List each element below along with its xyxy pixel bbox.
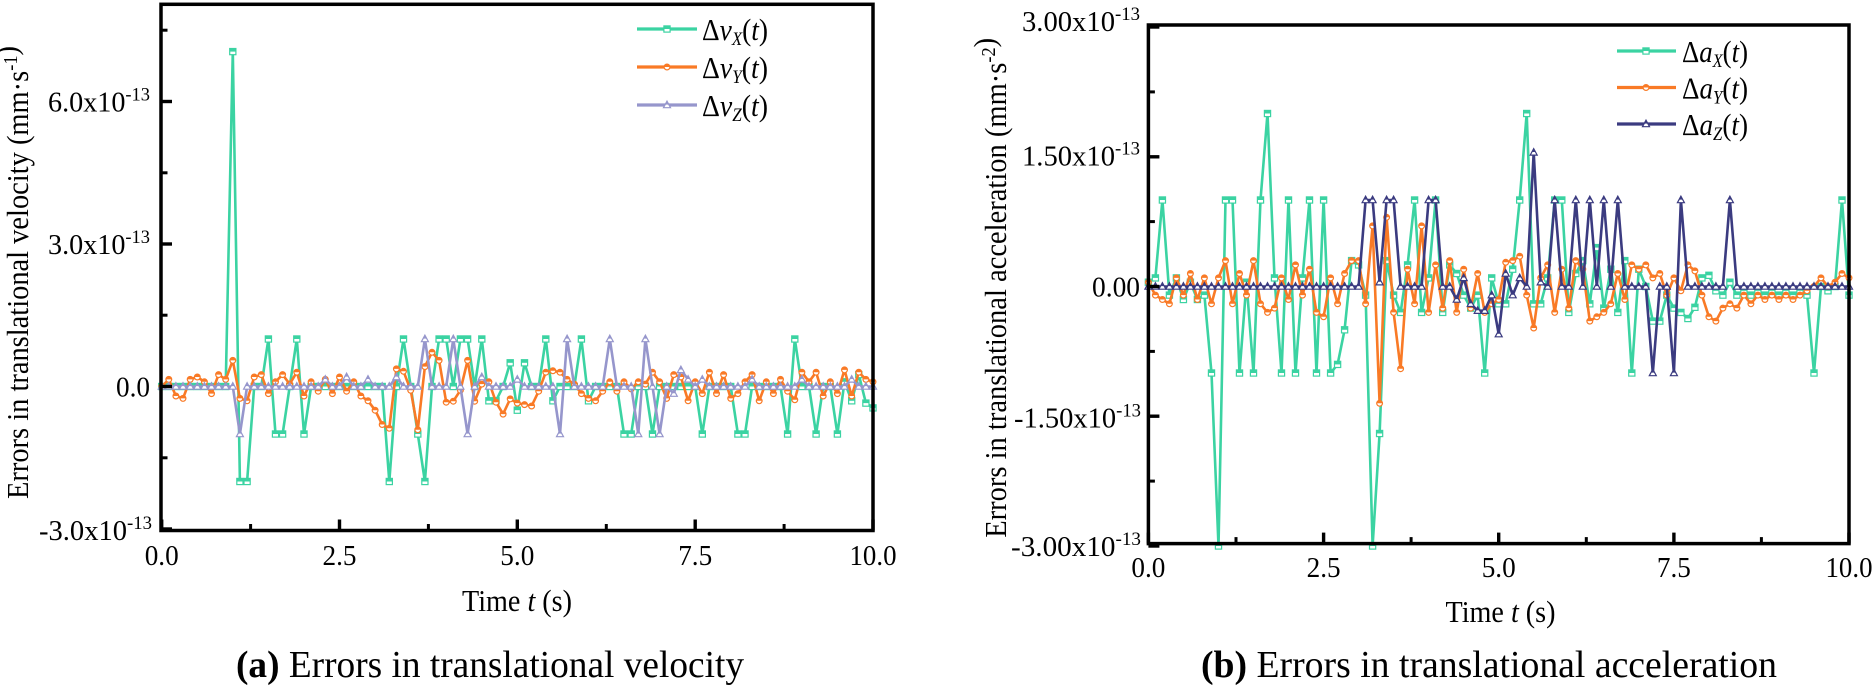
svg-text:ΔvY(t): ΔvY(t) [702, 50, 768, 88]
svg-text:7.5: 7.5 [1657, 552, 1691, 584]
svg-text:10.0: 10.0 [850, 540, 897, 572]
svg-text:0.0: 0.0 [1131, 552, 1165, 584]
svg-text:0.00: 0.00 [1092, 272, 1140, 304]
svg-text:ΔvZ(t): ΔvZ(t) [702, 88, 768, 126]
svg-text:(a) Errors in translational ve: (a) Errors in translational velocity [236, 644, 744, 686]
svg-text:0.0: 0.0 [116, 372, 150, 404]
svg-text:0.0: 0.0 [145, 540, 179, 572]
svg-text:3.0x10-13: 3.0x10-13 [48, 227, 150, 261]
svg-text:(b) Errors in translational ac: (b) Errors in translational acceleration [1201, 644, 1777, 686]
svg-text:Time t (s): Time t (s) [1446, 594, 1556, 629]
svg-text:2.5: 2.5 [323, 540, 357, 572]
svg-text:5.0: 5.0 [1482, 552, 1516, 584]
svg-text:Errors in translational veloci: Errors in translational velocity (mm·s-1… [0, 46, 35, 499]
svg-text:5.0: 5.0 [500, 540, 534, 572]
svg-text:2.5: 2.5 [1307, 552, 1341, 584]
svg-text:7.5: 7.5 [678, 540, 712, 572]
svg-text:ΔaZ(t): ΔaZ(t) [1682, 107, 1748, 145]
svg-text:Time t (s): Time t (s) [462, 583, 572, 618]
svg-text:10.0: 10.0 [1826, 552, 1873, 584]
